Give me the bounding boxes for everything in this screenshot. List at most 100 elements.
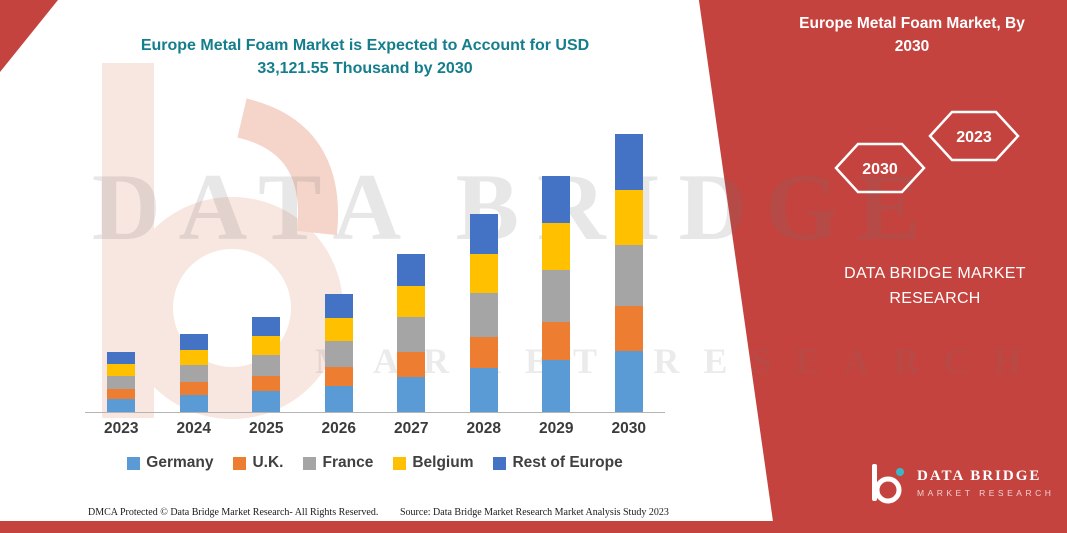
bar-segment-u-k- xyxy=(542,322,571,360)
x-axis-label-2029: 2029 xyxy=(539,420,574,437)
side-panel-title: Europe Metal Foam Market, By 2030 xyxy=(799,15,1025,56)
legend-swatch-germany xyxy=(127,456,141,470)
bar-segment-rest-of-europe xyxy=(179,334,208,350)
bar-2023 xyxy=(107,351,136,412)
chart-title: Europe Metal Foam Market is Expected to … xyxy=(140,37,590,78)
legend-label-germany: Germany xyxy=(146,454,214,471)
watermark-logo-icon xyxy=(92,58,343,433)
hexagon-badges: 2030 2023 xyxy=(834,110,1020,194)
bar-2024 xyxy=(179,334,208,412)
bar-slot-2026 xyxy=(303,120,376,412)
bar-slot-2028 xyxy=(448,120,521,412)
corner-triangle-decoration xyxy=(0,0,58,72)
bar-2025 xyxy=(252,317,281,412)
bar-slot-2027 xyxy=(375,120,448,412)
bar-segment-rest-of-europe xyxy=(542,176,571,224)
bar-segment-belgium xyxy=(252,336,281,355)
bar-segment-rest-of-europe xyxy=(252,317,281,337)
hexagon-2023-label: 2023 xyxy=(956,129,992,146)
bar-segment-belgium xyxy=(179,349,208,366)
legend-label-u-k-: U.K. xyxy=(252,454,284,471)
logo-name: DATA BRIDGE xyxy=(917,468,1042,484)
watermark-text-secondary: MARKET RESEARCH xyxy=(315,341,1046,381)
bar-2026 xyxy=(324,293,353,412)
watermark-text-primary: DATA BRIDGE xyxy=(92,154,939,260)
bar-segment-rest-of-europe xyxy=(614,133,643,190)
bar-segment-germany xyxy=(252,391,281,412)
bar-segment-belgium xyxy=(107,364,136,376)
bar-segment-rest-of-europe xyxy=(107,351,136,365)
x-axis-label-2023: 2023 xyxy=(104,420,139,437)
bar-slot-2025 xyxy=(230,120,303,412)
bar-segment-belgium xyxy=(397,285,426,318)
bar-segment-u-k- xyxy=(397,352,426,378)
data-bridge-logo: DATA BRIDGE MARKET RESEARCH xyxy=(866,460,1054,506)
x-axis-label-2024: 2024 xyxy=(176,420,211,437)
bar-2030 xyxy=(614,133,643,412)
bar-segment-france xyxy=(107,375,136,390)
bar-segment-france xyxy=(179,365,208,383)
bar-segment-u-k- xyxy=(252,375,281,391)
logo-mark-icon xyxy=(872,464,904,504)
bar-segment-belgium xyxy=(469,253,498,293)
bar-segment-france xyxy=(614,244,643,307)
bar-segment-rest-of-europe xyxy=(397,254,426,286)
bar-segment-germany xyxy=(324,386,353,412)
bar-segment-u-k- xyxy=(179,382,208,395)
hexagon-2030 xyxy=(834,142,926,194)
bar-2029 xyxy=(542,176,571,412)
legend-item-u-k-: U.K. xyxy=(233,454,283,472)
legend-item-france: France xyxy=(303,454,373,472)
legend-swatch-france xyxy=(303,456,317,470)
x-axis-labels: 2023 2024 2025 2026 2027 2028 2029 2030 xyxy=(85,420,665,438)
bar-segment-rest-of-europe xyxy=(324,293,353,318)
legend-label-rest-of-europe: Rest of Europe xyxy=(512,454,623,471)
bar-2027 xyxy=(397,254,426,412)
x-axis-label-2026: 2026 xyxy=(321,420,356,437)
bar-segment-germany xyxy=(542,360,571,412)
bar-segment-france xyxy=(469,292,498,337)
bar-segment-germany xyxy=(107,399,136,412)
bar-segment-france xyxy=(324,341,353,368)
bar-segment-u-k- xyxy=(107,389,136,399)
bar-segment-belgium xyxy=(324,317,353,342)
x-axis-label-2028: 2028 xyxy=(466,420,501,437)
bar-segment-germany xyxy=(397,377,426,412)
bar-segment-u-k- xyxy=(324,367,353,386)
chart-legend: Germany U.K. France Belgium Rest of Europe xyxy=(75,454,675,472)
bars-plot-area xyxy=(85,120,665,412)
legend-label-belgium: Belgium xyxy=(412,454,474,471)
bar-slot-2023 xyxy=(85,120,158,412)
bar-segment-u-k- xyxy=(614,306,643,351)
bar-2028 xyxy=(469,214,498,412)
bar-slot-2029 xyxy=(520,120,593,412)
bar-segment-rest-of-europe xyxy=(469,214,498,254)
legend-swatch-rest-of-europe xyxy=(493,456,507,470)
bottom-red-bar xyxy=(0,521,1067,533)
bar-slot-2030 xyxy=(593,120,666,412)
bar-segment-u-k- xyxy=(469,336,498,369)
bar-segment-france xyxy=(542,270,571,323)
legend-label-france: France xyxy=(322,454,374,471)
bar-slot-2024 xyxy=(158,120,231,412)
bar-segment-germany xyxy=(179,394,208,412)
dmca-text: DMCA Protected © Data Bridge Market Rese… xyxy=(88,507,379,518)
x-axis-label-2025: 2025 xyxy=(249,420,284,437)
legend-swatch-u-k- xyxy=(233,456,247,470)
hexagon-2030-label: 2030 xyxy=(862,161,898,178)
bar-segment-belgium xyxy=(614,189,643,245)
x-axis-label-2027: 2027 xyxy=(394,420,429,437)
bar-segment-germany xyxy=(614,350,643,412)
logo-tagline: MARKET RESEARCH xyxy=(917,488,1055,498)
legend-item-germany: Germany xyxy=(127,454,213,472)
legend-item-belgium: Belgium xyxy=(393,454,473,472)
legend-swatch-belgium xyxy=(393,456,407,470)
source-text: Source: Data Bridge Market Research Mark… xyxy=(400,507,669,518)
bar-segment-france xyxy=(397,317,426,353)
legend-item-rest-of-europe: Rest of Europe xyxy=(493,454,623,472)
stacked-bar-chart xyxy=(85,120,665,413)
x-axis-label-2030: 2030 xyxy=(611,420,646,437)
hexagon-2023 xyxy=(928,110,1020,162)
bar-segment-belgium xyxy=(542,223,571,271)
